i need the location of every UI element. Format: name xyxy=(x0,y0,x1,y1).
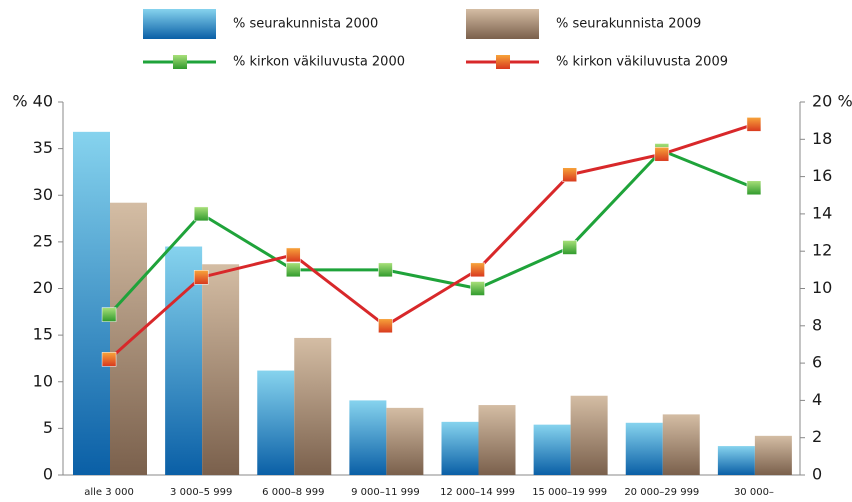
marker xyxy=(193,206,209,222)
marker xyxy=(193,270,209,285)
bar xyxy=(570,395,608,475)
marker xyxy=(378,318,393,334)
line xyxy=(107,148,755,316)
marker xyxy=(562,167,577,182)
marker xyxy=(470,262,485,278)
bar xyxy=(625,422,663,475)
marker xyxy=(470,281,485,296)
y-tick-label: 25 xyxy=(33,231,53,250)
marker xyxy=(562,240,577,255)
legend-label: % seurakunnista 2009 xyxy=(556,17,701,32)
x-tick-label: 9 000–11 999 xyxy=(351,487,420,498)
legend-label: % seurakunnista 2000 xyxy=(233,17,378,32)
bar xyxy=(294,337,332,475)
x-tick-label: 20 000–29 999 xyxy=(624,487,699,498)
y-tick-label: 5 xyxy=(43,418,53,437)
marker xyxy=(378,262,393,278)
legend-swatch xyxy=(466,9,539,39)
y2-tick-label: 8 xyxy=(812,315,822,334)
marker xyxy=(101,352,117,367)
bar xyxy=(349,400,387,475)
y-tick-label: 10 xyxy=(33,371,53,390)
x-tick-label: 3 000–5 999 xyxy=(170,487,232,498)
bar xyxy=(478,405,516,475)
legend-marker xyxy=(173,55,187,69)
legend-swatch xyxy=(143,9,216,39)
x-tick-label: 6 000–8 999 xyxy=(262,487,324,498)
y-tick-label: 0 xyxy=(43,465,53,484)
x-tick-label: 12 000–14 999 xyxy=(440,487,515,498)
y2-tick-label: 2 xyxy=(812,427,822,446)
line xyxy=(108,122,755,361)
y2-tick-label: 0 xyxy=(812,465,822,484)
x-tick-label: 15 000–19 999 xyxy=(532,487,607,498)
bar xyxy=(165,246,203,475)
bar xyxy=(754,435,792,475)
y2-tick-label: 18 xyxy=(812,129,832,148)
bar xyxy=(110,202,147,475)
y2-tick-label: 16 xyxy=(812,166,832,185)
bar xyxy=(662,414,700,475)
y2-tick-label: 6 xyxy=(812,353,822,372)
y2-tick-label: 20 % xyxy=(812,92,852,111)
bar xyxy=(73,131,110,475)
y-tick-label: % 40 xyxy=(12,92,53,111)
legend-label: % kirkon väkiluvusta 2009 xyxy=(556,55,728,70)
y-tick-label: 30 xyxy=(33,185,53,204)
y-tick-label: 35 xyxy=(33,138,53,157)
y2-tick-label: 4 xyxy=(812,390,822,409)
marker xyxy=(746,180,762,196)
bar xyxy=(441,421,479,475)
legend-marker xyxy=(496,55,510,69)
x-tick-label: 30 000– xyxy=(734,487,774,498)
bar xyxy=(386,407,424,475)
marker xyxy=(286,262,301,278)
marker xyxy=(101,307,117,322)
marker xyxy=(746,117,762,132)
bar xyxy=(257,370,295,475)
y-tick-label: 20 xyxy=(33,278,53,297)
y2-tick-label: 10 xyxy=(812,278,832,297)
y2-tick-label: 14 xyxy=(812,203,832,222)
marker xyxy=(286,247,301,263)
bar xyxy=(717,446,755,475)
marker xyxy=(654,146,670,162)
y-tick-label: 15 xyxy=(33,325,53,344)
x-tick-label: alle 3 000 xyxy=(84,487,134,498)
bar xyxy=(533,424,571,475)
bar xyxy=(202,264,240,475)
y2-tick-label: 12 xyxy=(812,241,832,260)
legend-label: % kirkon väkiluvusta 2000 xyxy=(233,55,405,70)
